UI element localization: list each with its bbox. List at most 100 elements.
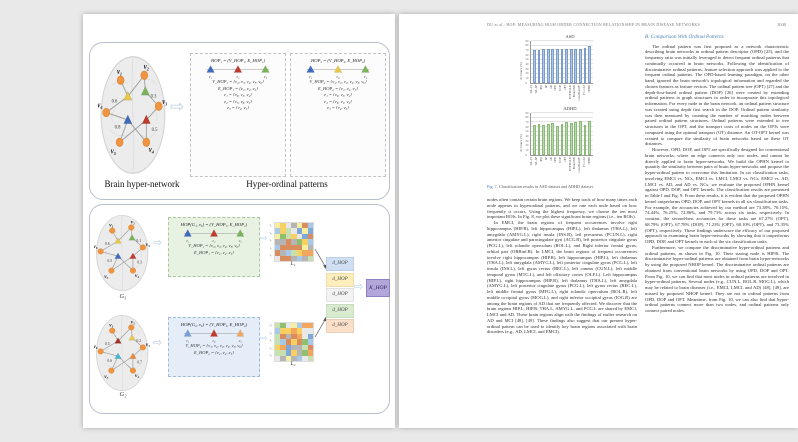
x-tick-label: Com-BrainTF bbox=[578, 85, 582, 101]
bar bbox=[588, 120, 592, 155]
dhop-distance-stack: d_HOP d_HOP d_HOP d_HOP d_HOP bbox=[326, 257, 354, 333]
asd-bar-chart: ASD Accuracy (%) 0 10 20 30 40 50 60 70 80 90 WL-ST W… bbox=[517, 34, 609, 101]
paragraph: V_HOP₂ = {v₁, v₂, v₃, v₄, v₅, v₆} bbox=[185, 343, 243, 348]
hop1-pattern-box: HOP₁ = (V_HOP₁, E_HOP₁) e₁ e₂ e₃ V_HOP₁ = … bbox=[190, 53, 286, 177]
svg-text:e₄: e₄ bbox=[336, 74, 340, 79]
hop1-formulas: V_HOP₁ = {v₂, v₃, v₄, v₅, v₆} E_HOP₁ = {e… bbox=[191, 79, 285, 112]
y-tick-label: 10 bbox=[525, 75, 529, 80]
y-tick-label: 0 bbox=[525, 80, 527, 85]
x-tick-label: OPT bbox=[563, 157, 567, 163]
hop2-formulas: V_HOP₂ = {v₁, v₂, v₃, v₄, v₅, v₆} E_HOP₂ … bbox=[291, 79, 385, 112]
hyper-ordinal-patterns-label: Hyper-ordinal patterns bbox=[246, 179, 328, 189]
svg-text:e₁: e₁ bbox=[186, 239, 190, 243]
svg-text:0.2: 0.2 bbox=[136, 339, 141, 343]
paragraph: e₁ = {v₆, v₅, v₄} bbox=[324, 92, 352, 98]
paragraph: v₆ bbox=[269, 253, 272, 258]
bar bbox=[551, 49, 555, 83]
l1-label: L₁ bbox=[290, 261, 296, 267]
svg-text:v₁: v₁ bbox=[117, 66, 122, 76]
right-arrow-icon: ⇨ bbox=[153, 236, 163, 249]
adhd-bar-chart: ADHD Accuracy (%) 0 10 20 30 40 50 60 70 80 90 WL-ST… bbox=[517, 106, 609, 173]
svg-text:v₁: v₁ bbox=[109, 323, 113, 329]
svg-text:v₃: v₃ bbox=[146, 342, 150, 348]
bar bbox=[583, 124, 587, 155]
hop-kernel-box: K_HOP bbox=[366, 279, 390, 297]
svg-text:0.3: 0.3 bbox=[137, 260, 142, 264]
dhop-distance-box: d_HOP bbox=[326, 319, 354, 333]
x-tick-label: SP bbox=[544, 85, 548, 89]
x-tick-label: OPT bbox=[563, 85, 567, 91]
svg-text:v₂: v₂ bbox=[131, 219, 135, 225]
bar bbox=[537, 49, 541, 83]
figure-top-panel: v₁ v₂ v₃ v₄ v₅ v₆ 0.6 0.3 0.8 0.5 ⇨ HOP₁ = (V_HOP… bbox=[89, 42, 390, 200]
x-tick-label: WL-SP bbox=[535, 85, 539, 94]
svg-text:0.5: 0.5 bbox=[152, 127, 158, 134]
bar bbox=[532, 124, 536, 155]
paragraph: nodes often contain certain brain region… bbox=[487, 197, 637, 220]
x-tick-label: OPHN bbox=[587, 85, 591, 93]
x-tick-label: DOP bbox=[559, 157, 563, 163]
section-heading: B. Comparison With Ordinal Patterns bbox=[645, 34, 724, 40]
paragraph: E_HOP₂ = {e₁, e₄, e₃} bbox=[318, 85, 358, 91]
paragraph: V_HOP₁ = {v₂, v₃, v₄, v₅, v₆} bbox=[188, 243, 240, 248]
svg-text:v₅: v₅ bbox=[111, 146, 117, 156]
svg-text:v₃: v₃ bbox=[162, 96, 168, 106]
bar bbox=[546, 124, 550, 155]
brain-network-g2: v₁ v₂ v₃ v₄ v₅ v₆ 0.5 0.2 0.6 0.7 bbox=[94, 313, 152, 393]
svg-text:v₅: v₅ bbox=[104, 374, 108, 380]
x-tick-label: FC-OAT bbox=[582, 157, 586, 167]
x-tick-label: BrainGNN bbox=[573, 85, 577, 98]
bar bbox=[579, 48, 582, 83]
svg-text:e₁: e₁ bbox=[186, 339, 190, 343]
y-tick-label: 50 bbox=[525, 129, 529, 134]
l1-matrix bbox=[274, 222, 314, 262]
hop-g2-motif: e₁ e₄ e₃ bbox=[169, 328, 259, 343]
svg-text:0.3: 0.3 bbox=[151, 93, 157, 100]
x-tick-label: SP bbox=[544, 157, 548, 161]
hop1-motif: e₁ e₂ e₃ bbox=[191, 64, 285, 79]
hop2-motif: e₁ e₄ e₃ bbox=[291, 64, 385, 79]
x-tick-label: Com-BrainTF bbox=[578, 157, 582, 173]
y-tick-label: 80 bbox=[525, 43, 529, 48]
dhop-distance-box: d_HOP bbox=[326, 288, 354, 302]
bar bbox=[579, 121, 582, 155]
y-tick-label: 40 bbox=[525, 61, 529, 66]
right-column-text: The ordinal pattern was first proposed a… bbox=[645, 44, 789, 428]
l2-row-labels: v₂ v₃ v₄ v₅ v₆ bbox=[265, 322, 272, 360]
right-arrow-icon: ⇨ bbox=[354, 280, 364, 293]
x-tick-label: OPD bbox=[554, 157, 558, 163]
paragraph: e₂ = {v₅, v₆, v₃} bbox=[224, 98, 252, 104]
paragraph: e₃ = {v₂, v₃} bbox=[327, 105, 349, 111]
svg-text:0.7: 0.7 bbox=[137, 360, 142, 364]
paragraph: In EMCI, the brain regions of frequent o… bbox=[487, 220, 637, 335]
brain-hyper-network-illustration: v₁ v₂ v₃ v₄ v₅ v₆ 0.6 0.3 0.8 0.5 bbox=[97, 53, 170, 177]
right-arrow-icon: ⇨ bbox=[170, 97, 185, 117]
y-tick-label: 80 bbox=[525, 115, 529, 120]
svg-text:v₂: v₂ bbox=[144, 62, 150, 72]
svg-text:e₁: e₁ bbox=[309, 74, 313, 79]
paragraph: V_HOP₂ = {v₁, v₂, v₃, v₄, v₅, v₆} bbox=[309, 79, 367, 84]
bar bbox=[555, 49, 559, 83]
x-tick-label: WL-SP bbox=[535, 157, 539, 166]
y-tick-label: 70 bbox=[525, 119, 529, 124]
x-tick-label: RW bbox=[540, 85, 544, 90]
paragraph: However, OPD, DOP, and OPT are specifica… bbox=[645, 147, 789, 244]
y-tick-label: 20 bbox=[525, 143, 529, 148]
y-tick-label: 10 bbox=[525, 147, 529, 152]
y-axis-label: Accuracy (%) bbox=[518, 133, 523, 152]
hop-g1-formulas: V_HOP₁ = {v₂, v₃, v₄, v₅, v₆} E_HOP₁ = {e… bbox=[169, 243, 259, 256]
svg-text:0.5: 0.5 bbox=[105, 342, 110, 346]
paragraph: E_HOP₂ = {e₁, e₄, e₃} bbox=[194, 349, 234, 355]
bar bbox=[565, 122, 568, 155]
svg-text:v₂: v₂ bbox=[131, 319, 135, 325]
paragraph: e₁ = {v₆, v₅, v₄} bbox=[224, 92, 252, 98]
y-tick-label: 60 bbox=[525, 124, 529, 129]
paragraph: V_HOP₁ = {v₂, v₃, v₄, v₅, v₆} bbox=[212, 79, 264, 84]
paragraph: v₄ bbox=[269, 238, 272, 243]
l2-label: L₂ bbox=[290, 361, 296, 367]
right-arrow-icon: ⇨ bbox=[153, 336, 163, 349]
running-head: DU et al.: HOP: MEASURING HIGH ORDER CON… bbox=[486, 22, 700, 27]
plot-area: 0 10 20 30 40 50 60 70 80 90 bbox=[526, 111, 593, 157]
chart-title: ASD bbox=[565, 34, 575, 39]
paragraph: e₃ = {v₂, v₃} bbox=[227, 105, 249, 111]
